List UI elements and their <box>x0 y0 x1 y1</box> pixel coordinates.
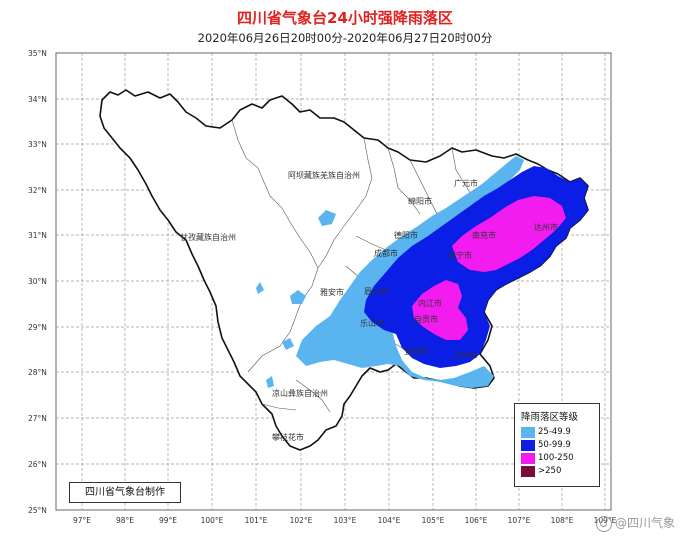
lon-label: 106°E <box>465 516 488 525</box>
region-label-liangshan: 凉山彝族自治州 <box>272 388 328 398</box>
lon-label: 97°E <box>73 516 91 525</box>
map-subtitle: 2020年06月26日20时00分-2020年06月27日20时00分 <box>197 31 493 45</box>
legend-swatch <box>521 453 535 464</box>
legend-label: >250 <box>538 466 562 476</box>
lon-label: 101°E <box>245 516 268 525</box>
city-label-meishan: 眉山市 <box>364 286 388 296</box>
rainfall-area-25-49.9-small <box>266 376 274 388</box>
region-label-ganzi: 甘孜藏族自治州 <box>180 232 236 242</box>
legend-label: 100-250 <box>538 453 574 463</box>
city-label-luzhou: 泸州市 <box>454 350 478 360</box>
lat-label: 34°N <box>28 95 47 104</box>
city-label-mianyang: 绵阳市 <box>408 196 432 206</box>
city-label-yibin: 宜宾市 <box>404 346 428 356</box>
rainfall-area-100-250 <box>452 196 566 272</box>
city-label-chengdu: 成都市 <box>374 248 398 258</box>
lon-label: 100°E <box>201 516 224 525</box>
map-frame <box>55 52 612 511</box>
city-label-yaan: 雅安市 <box>320 287 344 297</box>
map-title: 四川省气象台24小时强降雨落区 <box>237 9 453 27</box>
city-labels: 广元市 绵阳市 德阳市 成都市 南充市 达州市 遂宁市 雅安市 眉山市 乐山市 … <box>272 178 558 442</box>
lat-label: 27°N <box>28 414 47 423</box>
lat-label: 33°N <box>28 140 47 149</box>
lat-label: 26°N <box>28 460 47 469</box>
lon-label: 107°E <box>508 516 531 525</box>
producer-label: 四川省气象台制作 <box>69 482 181 503</box>
region-label-aba: 阿坝藏族羌族自治州 <box>288 170 360 180</box>
lat-label: 28°N <box>28 368 47 377</box>
lat-label: 32°N <box>28 186 47 195</box>
lon-label: 98°E <box>116 516 134 525</box>
rainfall-area-25-49.9-small <box>256 282 264 294</box>
weibo-icon <box>596 515 612 532</box>
city-label-zigong: 自贡市 <box>414 314 438 324</box>
lat-label: 31°N <box>28 231 47 240</box>
city-label-deyang: 德阳市 <box>394 230 418 240</box>
legend-label: 50-99.9 <box>538 440 571 450</box>
city-label-neijiang: 内江市 <box>418 298 442 308</box>
lat-label: 29°N <box>28 323 47 332</box>
city-label-panzhihua: 攀枝花市 <box>272 432 304 442</box>
lon-label: 105°E <box>422 516 445 525</box>
lon-label: 108°E <box>551 516 574 525</box>
rainfall-area-25-49.9-small <box>282 338 294 350</box>
legend: 降雨落区等级 25-49.9 50-99.9 100-250 >250 <box>514 403 600 487</box>
legend-swatch <box>521 427 535 438</box>
city-label-leshan: 乐山市 <box>360 318 384 328</box>
city-label-suining: 遂宁市 <box>448 250 472 260</box>
watermark: @四川气象 <box>596 514 675 532</box>
legend-swatch <box>521 466 535 477</box>
longitude-labels: 97°E 98°E 99°E 100°E 101°E 102°E 103°E 1… <box>73 516 617 525</box>
lon-label: 104°E <box>378 516 401 525</box>
legend-swatch <box>521 440 535 451</box>
city-label-guangyuan: 广元市 <box>454 178 478 188</box>
watermark-text: @四川气象 <box>615 516 676 530</box>
lon-label: 103°E <box>334 516 357 525</box>
lat-label: 25°N <box>28 506 47 515</box>
city-label-nanchong: 南充市 <box>472 230 496 240</box>
rainfall-area-25-49.9-small <box>318 210 336 226</box>
legend-title: 降雨落区等级 <box>521 412 579 423</box>
lat-label: 35°N <box>28 49 47 58</box>
rainfall-area-25-49.9-small <box>290 290 306 304</box>
lat-label: 30°N <box>28 277 47 286</box>
lon-label: 99°E <box>159 516 177 525</box>
latitude-labels: 35°N 34°N 33°N 32°N 31°N 30°N 29°N 28°N … <box>28 49 47 515</box>
city-label-dazhou: 达州市 <box>534 222 558 232</box>
legend-label: 25-49.9 <box>538 427 571 437</box>
rainfall-area-100-250 <box>412 280 468 340</box>
region-labels: 阿坝藏族羌族自治州 甘孜藏族自治州 凉山彝族自治州 <box>180 170 360 398</box>
lon-label: 102°E <box>290 516 313 525</box>
